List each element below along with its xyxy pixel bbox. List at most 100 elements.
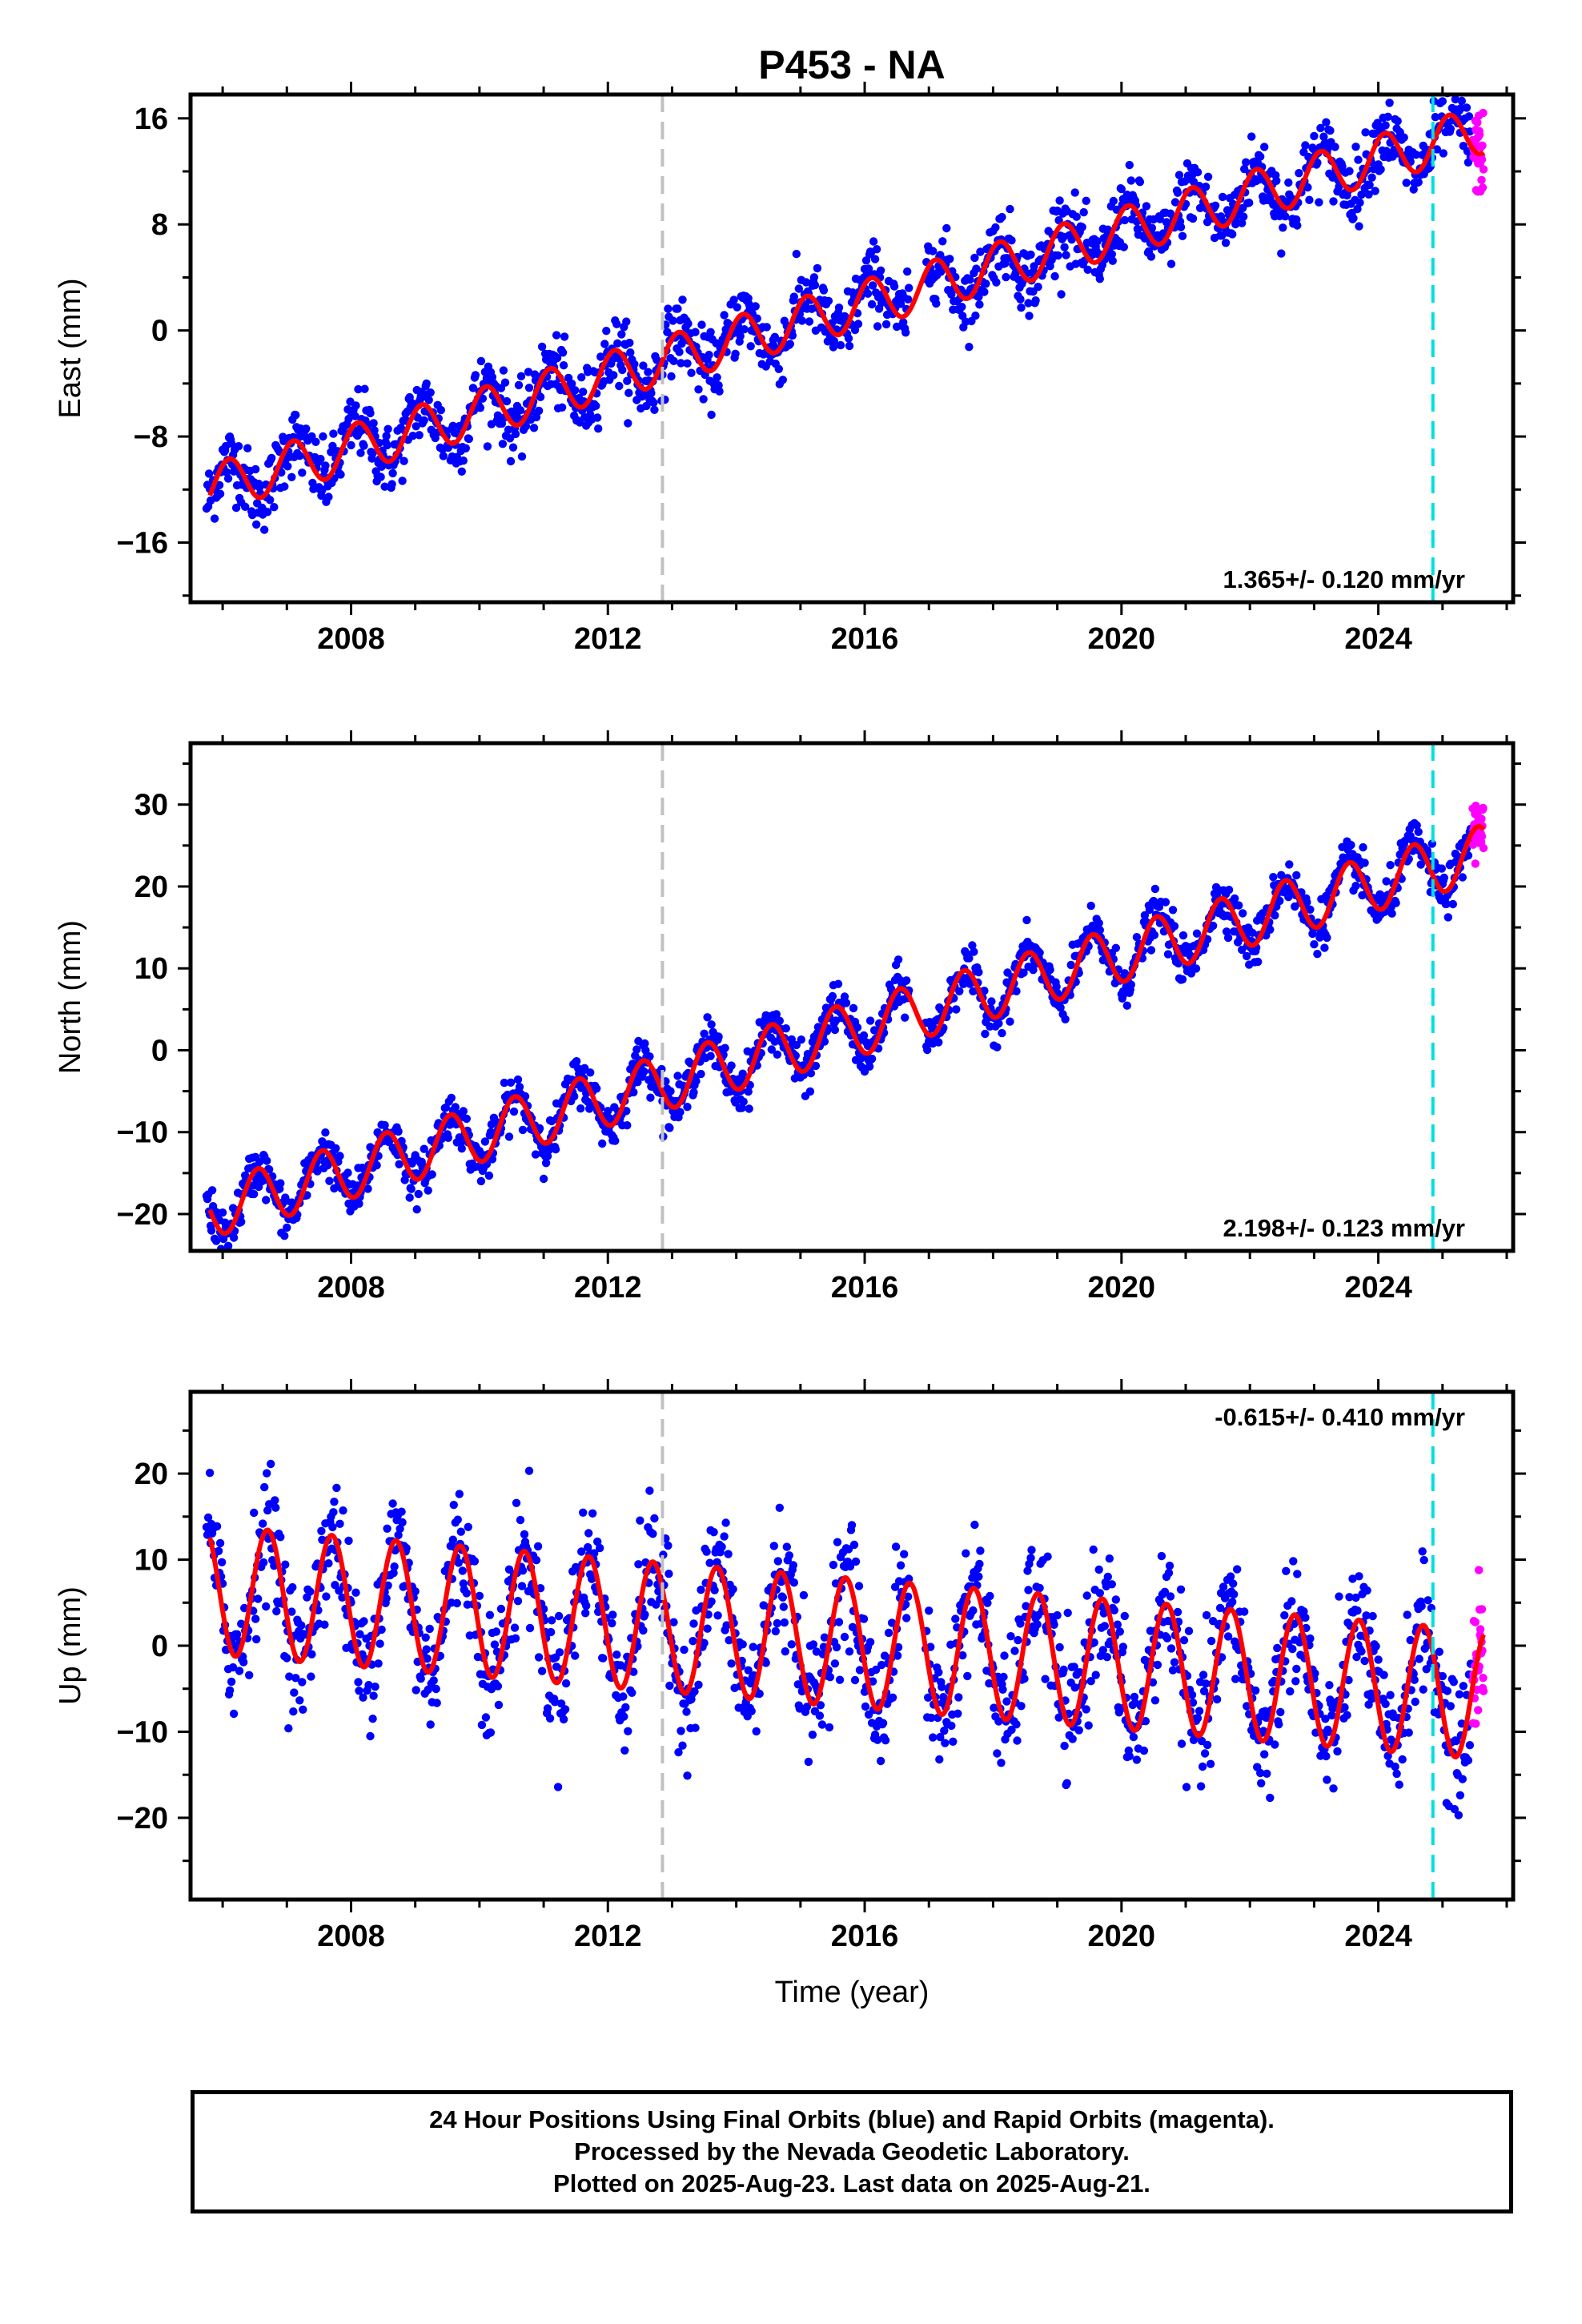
north-point bbox=[1161, 898, 1170, 907]
up-point bbox=[533, 1542, 543, 1551]
east-point bbox=[729, 296, 738, 304]
east-point bbox=[1239, 212, 1248, 221]
up-point bbox=[705, 1558, 714, 1567]
east-point bbox=[1031, 296, 1040, 305]
north-point bbox=[994, 1019, 1003, 1028]
north-point bbox=[676, 1108, 685, 1116]
up-point bbox=[251, 1614, 260, 1623]
east-point bbox=[388, 468, 397, 478]
north-point bbox=[323, 1160, 332, 1170]
east-rate-label: 1.365+/- 0.120 mm/yr bbox=[1223, 565, 1465, 593]
up-point bbox=[344, 1536, 353, 1546]
up-point bbox=[1266, 1793, 1275, 1803]
east-y-label: East (mm) bbox=[54, 278, 87, 418]
east-point bbox=[1338, 162, 1347, 171]
up-point bbox=[588, 1509, 597, 1518]
east-point bbox=[502, 396, 512, 406]
up-point bbox=[398, 1518, 407, 1527]
x-tick-label: 2008 bbox=[317, 622, 385, 656]
east-point bbox=[788, 331, 797, 340]
up-point bbox=[412, 1686, 420, 1695]
east-point bbox=[1067, 235, 1076, 244]
up-point bbox=[225, 1686, 235, 1695]
up-point bbox=[217, 1558, 227, 1567]
up-point bbox=[1166, 1644, 1176, 1653]
east-point bbox=[1166, 259, 1176, 268]
up-point bbox=[1271, 1740, 1279, 1749]
up-rapid-point bbox=[1472, 1719, 1480, 1728]
up-point bbox=[1212, 1695, 1222, 1704]
east-point bbox=[1329, 197, 1338, 206]
north-point bbox=[372, 1160, 381, 1170]
up-point bbox=[1233, 1565, 1242, 1574]
east-point bbox=[618, 365, 627, 375]
east-point bbox=[302, 424, 311, 433]
up-point bbox=[815, 1711, 825, 1720]
up-point bbox=[254, 1594, 263, 1603]
up-point bbox=[1275, 1720, 1283, 1729]
up-point bbox=[787, 1640, 796, 1649]
east-point bbox=[260, 525, 269, 534]
up-point bbox=[1203, 1740, 1212, 1750]
north-point bbox=[572, 1057, 581, 1066]
north-final-points bbox=[202, 818, 1476, 1251]
east-point bbox=[819, 286, 829, 295]
up-point bbox=[891, 1542, 901, 1551]
up-point bbox=[262, 1602, 271, 1611]
north-point bbox=[355, 1199, 363, 1208]
north-point bbox=[805, 1087, 815, 1096]
up-point bbox=[1118, 1642, 1128, 1651]
north-point bbox=[255, 1157, 264, 1166]
north-point bbox=[1066, 960, 1075, 970]
north-point bbox=[1238, 945, 1247, 955]
up-point bbox=[781, 1647, 789, 1656]
east-point bbox=[669, 356, 678, 365]
east-point bbox=[650, 405, 659, 414]
up-point bbox=[1293, 1570, 1302, 1578]
up-point bbox=[599, 1654, 608, 1663]
north-point bbox=[744, 1087, 753, 1096]
east-point bbox=[1062, 251, 1070, 259]
up-point bbox=[284, 1724, 293, 1733]
up-point bbox=[1465, 1741, 1475, 1750]
x-tick-label: 2020 bbox=[1088, 622, 1156, 656]
east-point bbox=[524, 384, 534, 392]
east-point bbox=[560, 332, 569, 341]
up-point bbox=[1035, 1583, 1044, 1593]
up-point bbox=[703, 1624, 712, 1633]
north-point bbox=[629, 1088, 638, 1097]
up-point bbox=[1288, 1644, 1297, 1654]
east-point bbox=[505, 434, 515, 443]
up-point bbox=[235, 1667, 244, 1675]
north-point bbox=[504, 1132, 514, 1141]
up-point bbox=[689, 1619, 698, 1628]
up-point bbox=[817, 1720, 827, 1729]
up-point bbox=[951, 1614, 960, 1623]
y-tick-label: 0 bbox=[151, 315, 168, 348]
east-point bbox=[801, 278, 811, 287]
north-point bbox=[828, 991, 837, 1001]
up-point bbox=[520, 1530, 529, 1539]
up-point bbox=[1282, 1566, 1291, 1576]
up-point bbox=[516, 1515, 525, 1525]
east-point bbox=[624, 388, 633, 397]
east-point bbox=[559, 361, 568, 370]
up-point bbox=[789, 1561, 797, 1570]
east-point bbox=[1376, 165, 1385, 174]
y-tick-label: 8 bbox=[151, 208, 168, 242]
up-point bbox=[338, 1593, 347, 1602]
north-point bbox=[952, 1005, 961, 1014]
north-point bbox=[1061, 1015, 1070, 1024]
up-point bbox=[1325, 1681, 1334, 1690]
up-point bbox=[245, 1671, 254, 1679]
east-point bbox=[836, 340, 845, 350]
east-point bbox=[476, 404, 485, 412]
east-point bbox=[448, 421, 457, 430]
up-point bbox=[710, 1586, 719, 1594]
up-point bbox=[727, 1659, 736, 1668]
east-point bbox=[687, 368, 696, 377]
up-point bbox=[935, 1755, 944, 1764]
up-point bbox=[559, 1715, 568, 1724]
up-point bbox=[317, 1526, 326, 1536]
up-point bbox=[1353, 1606, 1362, 1615]
